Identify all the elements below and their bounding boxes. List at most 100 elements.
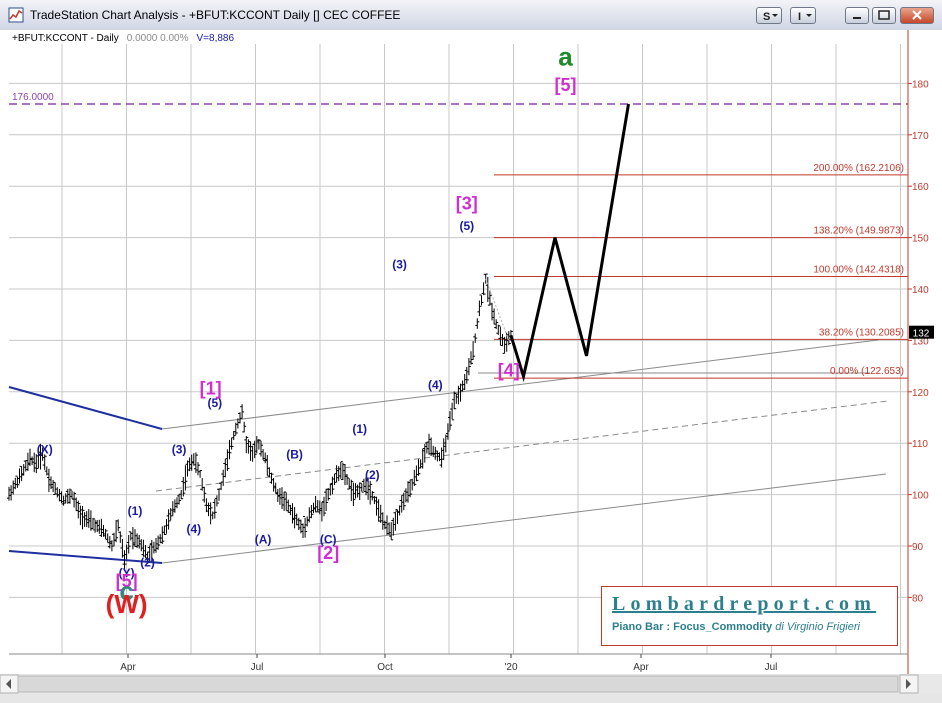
price-bar xyxy=(229,437,234,450)
trend-connector xyxy=(485,278,510,341)
window-title: TradeStation Chart Analysis - +BFUT:KCCO… xyxy=(30,8,401,22)
target-line-label: 176.0000 xyxy=(12,92,54,103)
price-bar xyxy=(67,488,72,504)
restore-icon[interactable] xyxy=(872,7,896,24)
price-bar xyxy=(196,462,200,476)
price-tick-label: 120 xyxy=(912,388,929,399)
symbol-link-button[interactable]: S xyxy=(756,7,782,24)
price-tick-label: 140 xyxy=(912,285,929,296)
price-bar xyxy=(80,505,85,530)
price-bar xyxy=(42,454,47,470)
channel-line-lower-blue xyxy=(8,550,163,564)
last-price-box xyxy=(909,325,934,339)
price-bar xyxy=(91,517,95,530)
close-icon[interactable] xyxy=(900,7,934,24)
price-bar xyxy=(225,449,230,472)
fib-level-label: 0.00% (122.653) xyxy=(830,366,904,377)
minimize-icon[interactable] xyxy=(845,7,869,24)
price-bar xyxy=(122,550,127,571)
volume-readout: V=8,886 xyxy=(196,33,235,44)
price-bar xyxy=(233,422,238,436)
price-tick-label: 80 xyxy=(912,593,924,604)
price-tick-label: 100 xyxy=(912,491,929,502)
wave-label: (4) xyxy=(186,522,201,536)
horizontal-scrollbar[interactable] xyxy=(0,674,942,694)
price-tick-label: 180 xyxy=(912,79,929,90)
price-bar xyxy=(149,539,154,562)
price-tick-label: 160 xyxy=(912,182,929,193)
price-bar xyxy=(179,489,184,500)
watermark-author: di Virginio Frigieri xyxy=(775,621,860,633)
price-bar xyxy=(506,331,511,346)
price-bar xyxy=(448,411,452,430)
price-bar xyxy=(76,500,81,519)
wave-label: (4) xyxy=(428,378,443,392)
price-bar xyxy=(416,459,421,476)
price-bar xyxy=(450,402,455,421)
wave-label: a xyxy=(558,41,573,71)
watermark-title: Lombardreport.com xyxy=(612,593,877,615)
price-bar xyxy=(177,493,182,505)
price-bar xyxy=(193,452,198,473)
price-bar xyxy=(481,282,486,296)
wave-label: (C) xyxy=(320,532,337,546)
price-bar xyxy=(72,491,77,508)
price-bar xyxy=(349,479,354,502)
time-tick-label: '20 xyxy=(504,662,517,673)
fib-level-label: 200.00% (162.2106) xyxy=(813,163,904,174)
price-bar xyxy=(282,491,287,511)
wave-label: (5) xyxy=(207,396,222,410)
watermark-subtitle: Piano Bar : Focus_Commodity di Virginio … xyxy=(612,621,860,633)
channel-line-upper-blue xyxy=(8,386,163,430)
price-bar xyxy=(452,391,457,410)
price-bar xyxy=(231,430,236,441)
price-bar xyxy=(156,535,161,550)
price-chart[interactable]: 200.00% (162.2106) 138.20% (149.9873) 100.… xyxy=(0,30,942,674)
price-bar xyxy=(15,475,20,488)
status-strip xyxy=(0,694,942,703)
wave-label: (Y) xyxy=(119,566,135,580)
fib-level-label: 100.00% (142.4318) xyxy=(813,265,904,276)
price-bar xyxy=(496,324,501,335)
price-bar xyxy=(51,479,56,493)
wave-label: [5] xyxy=(555,75,577,95)
price-bar xyxy=(469,351,473,365)
price-bar xyxy=(479,294,484,306)
wave-label: (B) xyxy=(286,448,303,462)
price-bar xyxy=(166,509,171,530)
price-bar xyxy=(212,498,217,519)
price-bar xyxy=(351,482,356,507)
price-bar xyxy=(202,486,207,503)
scroll-thumb[interactable] xyxy=(17,675,899,693)
price-bar xyxy=(475,318,480,329)
wave-label: (3) xyxy=(392,257,407,271)
time-tick-label: Apr xyxy=(120,662,136,673)
watermark-subtitle-main: Piano Bar : Focus_Commodity xyxy=(612,621,773,633)
price-bar xyxy=(309,504,314,519)
wave-label: (1) xyxy=(352,422,367,436)
time-tick-label: Jul xyxy=(765,662,778,673)
price-bar xyxy=(412,469,417,487)
price-bar xyxy=(473,333,478,343)
price-bar xyxy=(330,476,335,495)
title-bar[interactable]: TradeStation Chart Analysis - +BFUT:KCCO… xyxy=(0,0,942,31)
price-bar xyxy=(227,439,232,460)
chevron-left-icon xyxy=(6,679,11,689)
wave-label: (5) xyxy=(459,219,474,233)
price-bar xyxy=(126,535,131,554)
price-bar xyxy=(103,528,108,540)
price-bar xyxy=(160,526,165,544)
price-bar xyxy=(445,423,450,440)
price-axis-background xyxy=(908,30,942,674)
price-bar xyxy=(214,495,219,507)
wave-label: (X) xyxy=(37,442,53,456)
fib-level-label: 138.20% (149.9873) xyxy=(813,226,904,237)
price-bar xyxy=(389,522,394,541)
svg-text:S: S xyxy=(763,11,770,23)
price-bar xyxy=(368,480,373,505)
wave-label: (W) xyxy=(106,589,148,619)
indicator-link-button[interactable]: I xyxy=(790,7,816,24)
price-bar xyxy=(118,531,123,543)
last-price-label: 132 xyxy=(913,329,930,340)
